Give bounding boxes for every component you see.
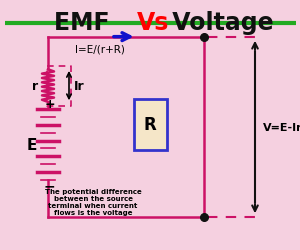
Text: E: E [26,138,37,152]
Text: +: + [44,98,55,111]
Text: r: r [32,80,38,93]
Text: The potential difference
between the source
terminal when current
flows is the v: The potential difference between the sou… [45,188,141,215]
Text: V=E-Ir: V=E-Ir [263,122,300,132]
Text: Vs: Vs [136,11,169,35]
Text: EMF: EMF [54,11,118,35]
Text: R: R [144,116,156,134]
Text: Ir: Ir [74,80,85,93]
Text: I=E/(r+R): I=E/(r+R) [75,44,125,54]
Bar [134,100,166,150]
Text: Voltage: Voltage [164,11,273,35]
Text: −: − [44,178,55,192]
